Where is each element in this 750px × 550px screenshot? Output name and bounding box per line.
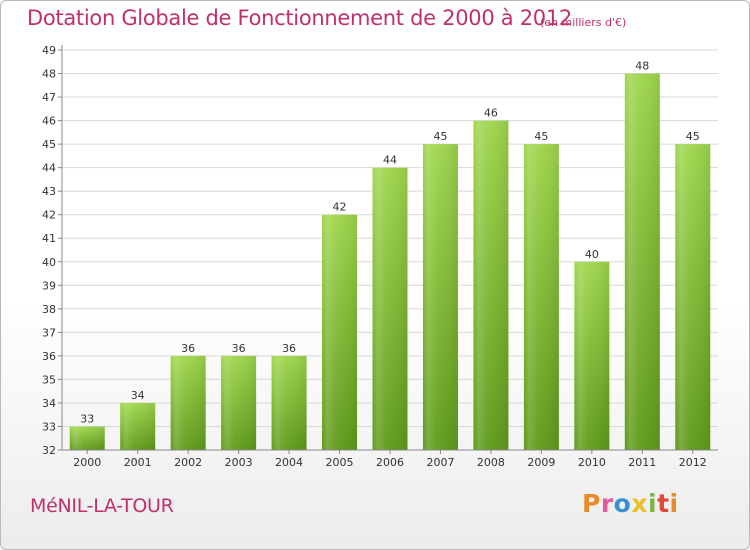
bar-highlight bbox=[473, 120, 509, 451]
chart-title: Dotation Globale de Fonctionnement de 20… bbox=[27, 6, 572, 30]
bar-highlight bbox=[69, 426, 105, 450]
y-axis-ticks: 32 33 34 35 36 37 38 39 40 41 42 43 44 45 46 47 48 49 bbox=[42, 44, 62, 457]
data-labels: 33 34 36 36 36 42 44 45 46 45 40 48 45 bbox=[80, 60, 700, 426]
x-tick-label: 2000 bbox=[73, 456, 101, 469]
bar-highlight bbox=[170, 355, 206, 450]
x-tick-label: 2009 bbox=[527, 456, 555, 469]
bar-highlight bbox=[523, 144, 559, 450]
data-label: 34 bbox=[131, 389, 145, 402]
y-tick-label: 47 bbox=[42, 91, 56, 104]
y-tick-label: 33 bbox=[42, 420, 56, 433]
y-tick-label: 34 bbox=[42, 397, 56, 410]
y-tick-label: 42 bbox=[42, 209, 56, 222]
brand-letter: P bbox=[582, 489, 601, 518]
bar-highlight bbox=[120, 402, 156, 450]
data-label: 42 bbox=[333, 201, 347, 214]
proxiti-logo: Proxiti bbox=[582, 489, 679, 518]
data-label: 45 bbox=[534, 130, 548, 143]
x-tick-label: 2010 bbox=[578, 456, 606, 469]
x-tick-label: 2008 bbox=[477, 456, 505, 469]
y-tick-label: 46 bbox=[42, 115, 56, 128]
bar-highlight bbox=[322, 214, 358, 450]
brand-letter: o bbox=[613, 489, 632, 518]
x-tick-label: 2007 bbox=[426, 456, 454, 469]
bar-highlight bbox=[271, 355, 307, 450]
x-tick-label: 2001 bbox=[124, 456, 152, 469]
y-tick-label: 44 bbox=[42, 162, 56, 175]
y-tick-label: 49 bbox=[42, 44, 56, 57]
data-label: 46 bbox=[484, 107, 498, 120]
x-tick-label: 2002 bbox=[174, 456, 202, 469]
y-tick-label: 36 bbox=[42, 350, 56, 363]
data-label: 45 bbox=[686, 130, 700, 143]
data-label: 44 bbox=[383, 154, 397, 167]
y-tick-label: 35 bbox=[42, 373, 56, 386]
data-label: 36 bbox=[232, 342, 246, 355]
brand-letter: i bbox=[669, 489, 679, 518]
brand-letter: i bbox=[648, 489, 658, 518]
bar-highlight bbox=[624, 73, 660, 450]
bars bbox=[69, 73, 711, 451]
x-tick-label: 2006 bbox=[376, 456, 404, 469]
data-label: 33 bbox=[80, 412, 94, 425]
brand-letter: r bbox=[600, 489, 614, 518]
bar-highlight bbox=[221, 355, 257, 450]
axes bbox=[61, 45, 718, 451]
brand-letter: t bbox=[657, 489, 670, 518]
bar-highlight bbox=[574, 261, 610, 450]
x-axis-ticks: 2000 2001 2002 2003 2004 2005 2006 2007 2008 2009… bbox=[73, 450, 707, 469]
y-tick-label: 37 bbox=[42, 326, 56, 339]
y-tick-label: 39 bbox=[42, 279, 56, 292]
data-label: 45 bbox=[433, 130, 447, 143]
chart-unit-note: (en milliers d'€) bbox=[540, 16, 627, 29]
data-label: 48 bbox=[635, 60, 649, 73]
x-tick-label: 2011 bbox=[628, 456, 656, 469]
x-tick-label: 2004 bbox=[275, 456, 303, 469]
x-tick-label: 2005 bbox=[326, 456, 354, 469]
data-label: 40 bbox=[585, 248, 599, 261]
brand-letter: x bbox=[631, 489, 648, 518]
y-tick-label: 41 bbox=[42, 232, 56, 245]
bar-highlight bbox=[675, 144, 711, 450]
y-tick-label: 45 bbox=[42, 138, 56, 151]
y-tick-label: 40 bbox=[42, 256, 56, 269]
y-tick-label: 48 bbox=[42, 68, 56, 81]
y-tick-label: 43 bbox=[42, 185, 56, 198]
bar-highlight bbox=[422, 144, 458, 450]
commune-name: MéNIL-LA-TOUR bbox=[30, 495, 174, 517]
x-tick-label: 2003 bbox=[225, 456, 253, 469]
y-tick-label: 38 bbox=[42, 303, 56, 316]
data-label: 36 bbox=[181, 342, 195, 355]
bar-highlight bbox=[372, 167, 408, 450]
y-tick-label: 32 bbox=[42, 444, 56, 457]
data-label: 36 bbox=[282, 342, 296, 355]
x-tick-label: 2012 bbox=[679, 456, 707, 469]
